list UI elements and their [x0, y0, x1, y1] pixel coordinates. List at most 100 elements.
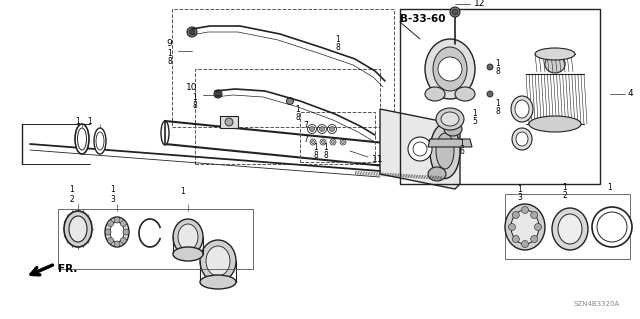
Bar — [195, 69, 380, 164]
Circle shape — [319, 127, 324, 131]
Circle shape — [408, 137, 432, 161]
Circle shape — [123, 229, 129, 235]
Circle shape — [330, 127, 335, 131]
Circle shape — [189, 29, 195, 35]
Circle shape — [487, 64, 493, 70]
Ellipse shape — [425, 39, 475, 99]
Text: 3: 3 — [111, 195, 115, 204]
Circle shape — [522, 206, 529, 213]
Circle shape — [522, 241, 529, 248]
Bar — [505, 194, 630, 259]
Ellipse shape — [206, 246, 230, 276]
Ellipse shape — [512, 128, 532, 150]
Text: 4: 4 — [628, 90, 634, 99]
Circle shape — [531, 211, 538, 219]
Text: 1: 1 — [192, 93, 197, 101]
Circle shape — [120, 220, 126, 226]
Bar — [58, 209, 253, 269]
Circle shape — [342, 140, 344, 144]
Polygon shape — [428, 139, 472, 147]
Ellipse shape — [430, 123, 460, 179]
Circle shape — [187, 27, 197, 37]
Circle shape — [452, 9, 458, 15]
Text: 8: 8 — [324, 152, 328, 160]
Ellipse shape — [200, 240, 236, 282]
Ellipse shape — [436, 133, 454, 169]
Ellipse shape — [558, 214, 582, 244]
Circle shape — [534, 224, 541, 231]
Ellipse shape — [200, 275, 236, 289]
Ellipse shape — [516, 132, 528, 146]
Circle shape — [216, 92, 221, 97]
Ellipse shape — [433, 47, 467, 91]
Text: 1: 1 — [314, 143, 318, 152]
Ellipse shape — [110, 222, 124, 242]
Text: 1: 1 — [295, 105, 300, 114]
Ellipse shape — [511, 210, 539, 244]
Text: 8: 8 — [495, 108, 500, 116]
Circle shape — [512, 235, 519, 242]
Text: 1: 1 — [495, 100, 500, 108]
Bar — [300, 112, 375, 162]
Ellipse shape — [592, 207, 632, 247]
Ellipse shape — [173, 247, 203, 261]
Text: 10: 10 — [186, 83, 197, 92]
Text: 1: 1 — [460, 139, 465, 149]
Circle shape — [512, 211, 519, 219]
Ellipse shape — [529, 116, 581, 132]
Ellipse shape — [161, 121, 169, 145]
Ellipse shape — [105, 217, 129, 247]
Circle shape — [509, 224, 515, 231]
Bar — [220, 116, 238, 128]
Circle shape — [531, 235, 538, 242]
Text: 1: 1 — [76, 116, 81, 125]
Ellipse shape — [535, 48, 575, 60]
Text: 7: 7 — [303, 135, 308, 144]
Text: 7: 7 — [303, 122, 308, 130]
Circle shape — [105, 229, 111, 235]
Circle shape — [225, 118, 233, 126]
Circle shape — [310, 127, 314, 131]
Text: 8: 8 — [167, 57, 172, 66]
Polygon shape — [380, 109, 460, 189]
Circle shape — [438, 57, 462, 81]
Text: 8: 8 — [295, 113, 300, 122]
Text: 3: 3 — [518, 192, 522, 202]
Ellipse shape — [455, 87, 475, 101]
Text: FR.: FR. — [58, 264, 77, 274]
Text: 1: 1 — [111, 184, 115, 194]
Text: 1: 1 — [607, 182, 612, 191]
Ellipse shape — [444, 122, 462, 136]
Ellipse shape — [441, 112, 459, 126]
Circle shape — [287, 98, 294, 105]
Text: 1: 1 — [70, 184, 74, 194]
Text: 6: 6 — [460, 147, 465, 157]
Ellipse shape — [178, 224, 198, 250]
Circle shape — [487, 91, 493, 97]
Ellipse shape — [64, 211, 92, 247]
Ellipse shape — [505, 204, 545, 250]
Text: SZN4B3320A: SZN4B3320A — [573, 301, 620, 307]
Circle shape — [108, 220, 114, 226]
Ellipse shape — [428, 167, 446, 181]
Circle shape — [120, 237, 126, 243]
Text: 1: 1 — [472, 109, 477, 118]
Ellipse shape — [94, 128, 106, 154]
Text: 1: 1 — [167, 49, 172, 58]
Text: 1: 1 — [335, 34, 340, 43]
Ellipse shape — [545, 55, 565, 73]
Text: 8: 8 — [314, 152, 318, 160]
Ellipse shape — [69, 216, 87, 242]
Ellipse shape — [511, 96, 533, 122]
Text: 8: 8 — [192, 100, 197, 109]
Circle shape — [450, 7, 460, 17]
Text: 1: 1 — [495, 60, 500, 69]
Text: 1: 1 — [563, 182, 568, 191]
Circle shape — [114, 241, 120, 247]
Text: 2: 2 — [70, 195, 74, 204]
Circle shape — [108, 237, 114, 243]
Text: 5: 5 — [472, 117, 477, 127]
Ellipse shape — [436, 108, 464, 130]
Ellipse shape — [173, 219, 203, 255]
Text: B-33-60: B-33-60 — [400, 14, 445, 24]
